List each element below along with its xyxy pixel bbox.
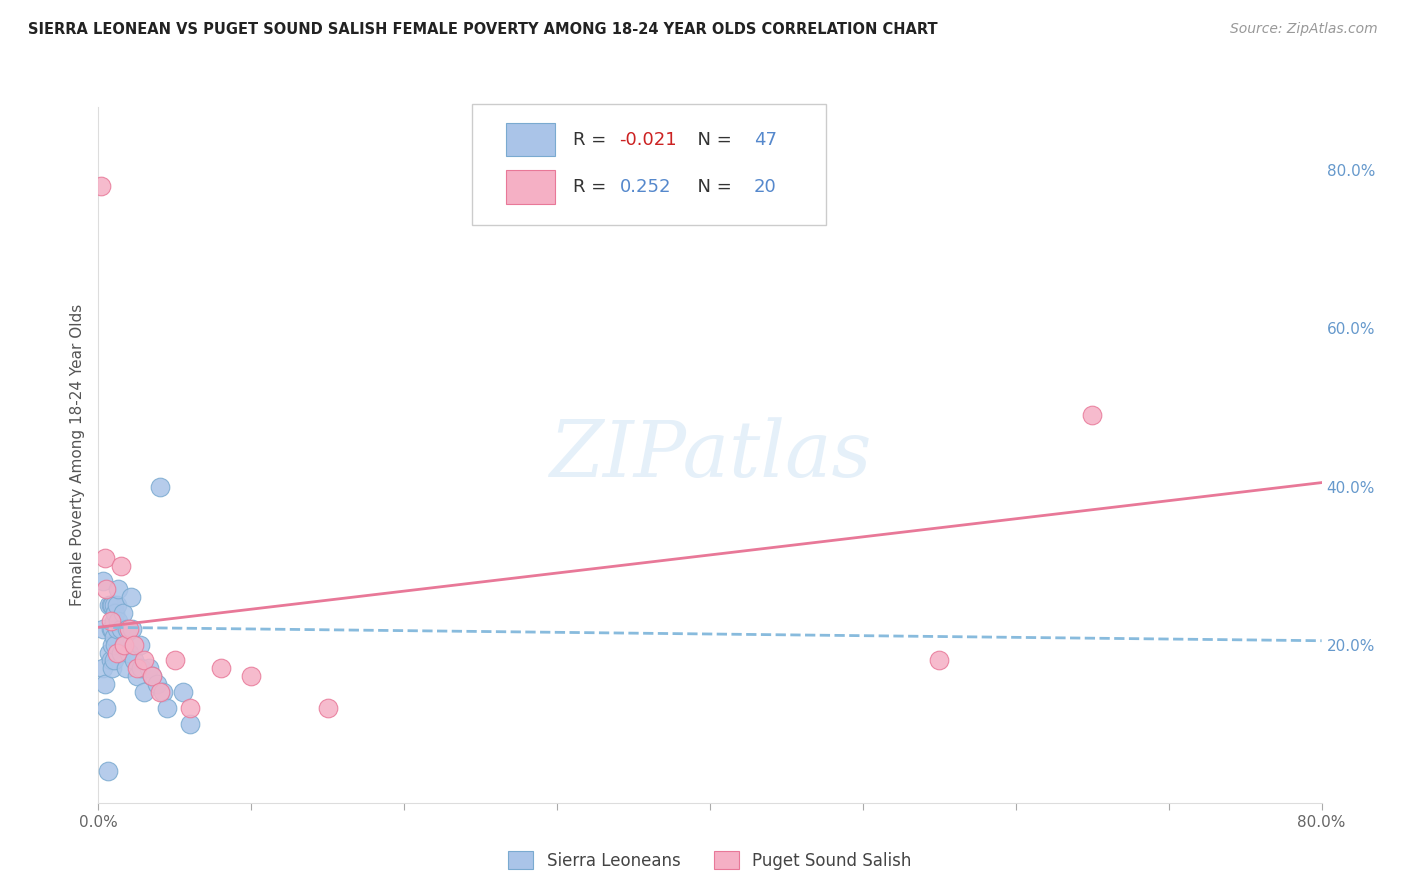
Point bbox=[93, 550, 115, 565]
Point bbox=[115, 661, 138, 675]
Point bbox=[125, 661, 148, 675]
Text: 20: 20 bbox=[754, 178, 778, 196]
Point bbox=[145, 677, 167, 691]
FancyBboxPatch shape bbox=[506, 123, 555, 156]
Point bbox=[149, 479, 172, 493]
FancyBboxPatch shape bbox=[506, 170, 555, 203]
Point bbox=[103, 630, 125, 644]
Point bbox=[105, 598, 128, 612]
Point bbox=[98, 646, 121, 660]
Point bbox=[141, 669, 163, 683]
Point bbox=[101, 622, 124, 636]
Point bbox=[91, 661, 114, 675]
Point bbox=[118, 622, 141, 636]
Point bbox=[163, 653, 186, 667]
Text: ZIPatlas: ZIPatlas bbox=[548, 417, 872, 493]
Point bbox=[149, 685, 172, 699]
Point bbox=[94, 582, 117, 597]
Point bbox=[100, 598, 122, 612]
Point bbox=[100, 622, 122, 636]
Point bbox=[110, 622, 132, 636]
Point bbox=[156, 701, 179, 715]
Point bbox=[103, 614, 125, 628]
Point bbox=[111, 606, 134, 620]
Point bbox=[122, 653, 145, 667]
Point bbox=[179, 701, 201, 715]
Point bbox=[103, 598, 125, 612]
Point bbox=[316, 701, 339, 715]
Point bbox=[110, 646, 132, 660]
Point bbox=[134, 653, 156, 667]
Text: R =: R = bbox=[574, 178, 617, 196]
Point bbox=[91, 622, 114, 636]
Point bbox=[90, 179, 112, 194]
Point bbox=[240, 669, 263, 683]
Text: 0.252: 0.252 bbox=[620, 178, 671, 196]
FancyBboxPatch shape bbox=[471, 103, 827, 226]
Text: N =: N = bbox=[686, 131, 737, 149]
Point bbox=[112, 638, 135, 652]
Point bbox=[141, 669, 163, 683]
Point bbox=[107, 582, 129, 597]
Point bbox=[928, 653, 950, 667]
Point bbox=[179, 716, 201, 731]
Legend: Sierra Leoneans, Puget Sound Salish: Sierra Leoneans, Puget Sound Salish bbox=[501, 843, 920, 878]
Point bbox=[152, 685, 174, 699]
Point bbox=[134, 685, 156, 699]
Text: R =: R = bbox=[574, 131, 612, 149]
Point bbox=[138, 661, 160, 675]
Point bbox=[94, 701, 117, 715]
Text: SIERRA LEONEAN VS PUGET SOUND SALISH FEMALE POVERTY AMONG 18-24 YEAR OLDS CORREL: SIERRA LEONEAN VS PUGET SOUND SALISH FEM… bbox=[28, 22, 938, 37]
Point bbox=[103, 653, 125, 667]
Text: -0.021: -0.021 bbox=[620, 131, 678, 149]
Point bbox=[101, 638, 124, 652]
Point bbox=[122, 638, 145, 652]
Point bbox=[112, 638, 135, 652]
Text: Source: ZipAtlas.com: Source: ZipAtlas.com bbox=[1230, 22, 1378, 37]
Point bbox=[97, 764, 120, 779]
Point bbox=[105, 646, 128, 660]
Point bbox=[129, 661, 152, 675]
Point bbox=[100, 614, 122, 628]
Point bbox=[128, 638, 150, 652]
Point bbox=[172, 685, 194, 699]
Point bbox=[101, 598, 124, 612]
Point bbox=[1081, 409, 1104, 423]
Point bbox=[104, 606, 127, 620]
Point bbox=[91, 574, 114, 589]
Text: 47: 47 bbox=[754, 131, 778, 149]
Point bbox=[98, 598, 121, 612]
Point bbox=[125, 669, 148, 683]
Point bbox=[118, 646, 141, 660]
Point bbox=[93, 677, 115, 691]
Y-axis label: Female Poverty Among 18-24 Year Olds: Female Poverty Among 18-24 Year Olds bbox=[69, 304, 84, 606]
Point bbox=[100, 653, 122, 667]
Text: N =: N = bbox=[686, 178, 737, 196]
Point bbox=[101, 661, 124, 675]
Point bbox=[120, 591, 142, 605]
Point bbox=[107, 614, 129, 628]
Point bbox=[104, 638, 127, 652]
Point bbox=[105, 622, 128, 636]
Point bbox=[121, 622, 143, 636]
Point bbox=[209, 661, 232, 675]
Point bbox=[110, 558, 132, 573]
Point bbox=[117, 622, 139, 636]
